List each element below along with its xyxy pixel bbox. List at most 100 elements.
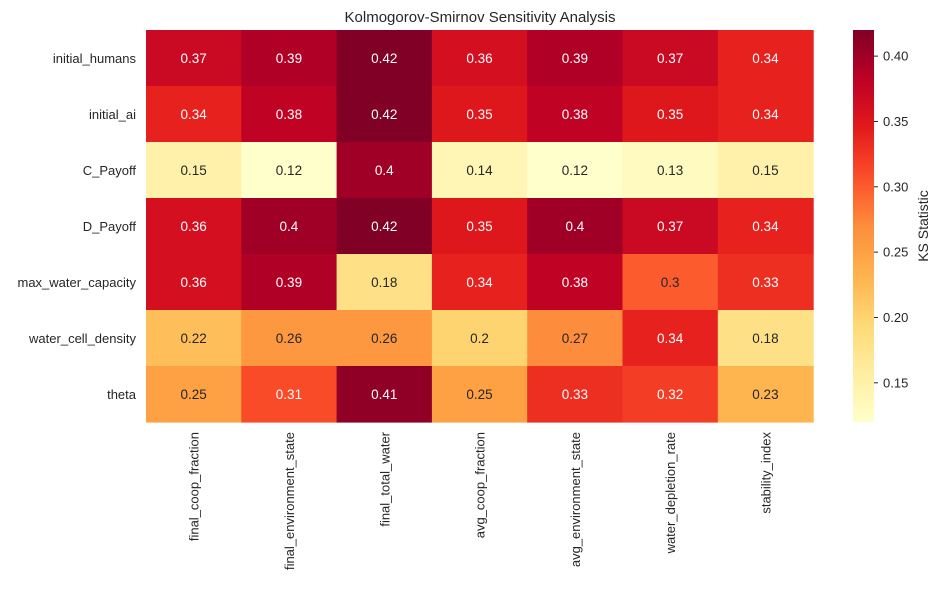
row-label: D_Payoff (83, 219, 137, 234)
cell-value-label: 0.23 (752, 387, 778, 402)
cell-value-label: 0.31 (276, 387, 302, 402)
heatmap-cell (717, 86, 814, 143)
cell-value-label: 0.26 (276, 331, 302, 346)
cell-value-label: 0.39 (276, 51, 302, 66)
heatmap-cell (146, 310, 242, 367)
colorbar: 0.15 0.20 0.25 0.30 0.35 0.40 KS Statistic (853, 30, 931, 422)
heatmap-cell (431, 366, 528, 423)
heatmap-cell (336, 366, 433, 423)
heatmap-cell (241, 198, 338, 255)
cell-value-label: 0.4 (565, 219, 584, 234)
heatmap-cell (336, 142, 433, 199)
row-label: max_water_capacity (18, 275, 137, 290)
cell-value-label: 0.35 (466, 219, 492, 234)
heatmap-cell (622, 86, 719, 143)
cell-value-label: 0.33 (752, 275, 778, 290)
heatmap-cell (527, 142, 624, 199)
heatmap-cell (146, 254, 242, 311)
column-label: final_coop_fraction (187, 432, 202, 541)
cell-value-label: 0.38 (562, 275, 588, 290)
cell-value-label: 0.26 (371, 331, 397, 346)
heatmap-cell (717, 142, 814, 199)
heatmap-cell (622, 366, 719, 423)
colorbar-tick-label: 0.30 (883, 179, 908, 194)
cell-value-label: 0.22 (181, 331, 207, 346)
heatmap-cell (336, 86, 433, 143)
heatmap-cell (527, 254, 624, 311)
cell-value-label: 0.27 (562, 331, 588, 346)
heatmap-cell (431, 30, 528, 87)
cell-value-label: 0.39 (562, 51, 588, 66)
column-label: stability_index (758, 432, 773, 514)
cell-value-label: 0.3 (661, 275, 680, 290)
column-label: avg_coop_fraction (473, 432, 488, 538)
cell-value-label: 0.18 (752, 331, 778, 346)
heatmap-cell (622, 30, 719, 87)
heatmap-cell (241, 310, 338, 367)
cell-value-label: 0.18 (371, 275, 397, 290)
heatmap-cell (527, 198, 624, 255)
colorbar-gradient (853, 30, 874, 422)
heatmap-cell (241, 30, 338, 87)
cell-value-label: 0.35 (466, 107, 492, 122)
row-label: C_Payoff (83, 163, 137, 178)
cell-value-label: 0.34 (752, 51, 779, 66)
colorbar-tick-label: 0.25 (883, 245, 908, 260)
heatmap-cell (146, 198, 242, 255)
heatmap-cell (146, 86, 242, 143)
cell-value-label: 0.33 (562, 387, 588, 402)
cell-value-label: 0.12 (562, 163, 588, 178)
heatmap-cell (622, 310, 719, 367)
heatmap-cell (241, 142, 338, 199)
heatmap-cell (336, 254, 433, 311)
colorbar-tick-label: 0.20 (883, 310, 908, 325)
cell-value-label: 0.37 (181, 51, 207, 66)
cell-value-label: 0.37 (657, 219, 683, 234)
heatmap-cell (527, 86, 624, 143)
row-label: initial_humans (53, 51, 137, 66)
cell-value-label: 0.34 (752, 219, 779, 234)
heatmap-cell (336, 198, 433, 255)
heatmap-cell (336, 310, 433, 367)
heatmap-cell (622, 198, 719, 255)
heatmap-cell (146, 142, 242, 199)
heatmap-cell (241, 366, 338, 423)
cell-value-label: 0.36 (181, 275, 207, 290)
cell-value-label: 0.34 (181, 107, 208, 122)
heatmap-cell (431, 310, 528, 367)
heatmap-labels: initial_humans initial_ai C_Payoff D_Payoff… (18, 51, 774, 570)
heatmap-cell (717, 310, 814, 367)
heatmap-cell (717, 30, 814, 87)
row-label: theta (107, 387, 137, 402)
cell-value-label: 0.39 (276, 275, 302, 290)
cell-value-label: 0.36 (181, 219, 207, 234)
column-label: final_total_water (377, 431, 392, 526)
cell-value-label: 0.4 (280, 219, 299, 234)
heatmap-cell (431, 142, 528, 199)
heatmap-cell (146, 30, 242, 87)
cell-value-label: 0.41 (371, 387, 397, 402)
heatmap-cell (527, 30, 624, 87)
cell-value-label: 0.25 (181, 387, 207, 402)
heatmap-cell (717, 366, 814, 423)
cell-value-label: 0.4 (375, 163, 394, 178)
cell-value-label: 0.34 (752, 107, 779, 122)
row-label: initial_ai (89, 107, 136, 122)
cell-value-label: 0.15 (181, 163, 207, 178)
column-label: avg_environment_state (568, 432, 583, 567)
heatmap-cells: 0.37 0.39 0.42 0.36 0.39 0.37 0.34 0.34 0.38 0.42… (146, 30, 814, 423)
heatmap-cell (241, 86, 338, 143)
cell-value-label: 0.42 (371, 219, 397, 234)
cell-value-label: 0.38 (562, 107, 588, 122)
heatmap-cell (622, 254, 719, 311)
cell-value-label: 0.13 (657, 163, 683, 178)
cell-value-label: 0.35 (657, 107, 683, 122)
colorbar-tick-label: 0.40 (883, 49, 908, 64)
cell-value-label: 0.15 (752, 163, 778, 178)
cell-value-label: 0.32 (657, 387, 683, 402)
heatmap-cell (146, 366, 242, 423)
cell-value-label: 0.12 (276, 163, 302, 178)
cell-value-label: 0.34 (466, 275, 493, 290)
